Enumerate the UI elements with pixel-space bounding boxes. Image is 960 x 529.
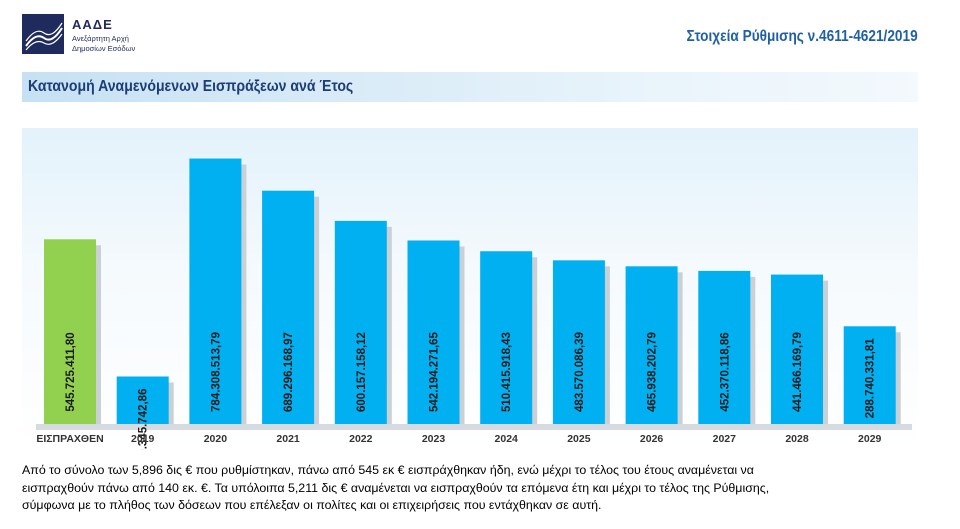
data-label-2021: 689.296.168,97 bbox=[283, 332, 295, 412]
bar-2022 bbox=[334, 220, 387, 424]
data-label-2027: 452.370.118,86 bbox=[719, 332, 731, 411]
x-tick-label-2029: 2029 bbox=[858, 433, 882, 445]
bar-2019 bbox=[116, 376, 169, 424]
page-title: Στοιχεία Ρύθμισης ν.4611-4621/2019 bbox=[686, 28, 918, 45]
logo-subtitle-line1: Ανεξάρτητη Αρχή bbox=[72, 34, 129, 43]
x-tick-label-2027: 2027 bbox=[713, 433, 737, 445]
x-tick-label-2023: 2023 bbox=[422, 433, 446, 445]
data-label-2025: 483.570.086,39 bbox=[574, 332, 586, 412]
data-label-ΕΙΣΠΡΑΧΘΕΝ: 545.725.411,80 bbox=[65, 332, 77, 411]
data-label-2019: 140.345.742,86 bbox=[138, 389, 150, 450]
bar-2021 bbox=[262, 190, 315, 424]
data-label-2029: 288.740.331,81 bbox=[865, 338, 877, 419]
bar-2025 bbox=[552, 260, 605, 424]
footer-text: Από το σύνολο των 5,896 δις € που ρυθμίσ… bbox=[22, 462, 922, 515]
data-label-2024: 510.415.918,43 bbox=[501, 332, 513, 412]
bar-ΕΙΣΠΡΑΧΘΕΝ bbox=[44, 239, 96, 424]
bar-2023 bbox=[407, 240, 460, 424]
logo-subtitle-line2: Δημοσίων Εσόδων bbox=[72, 44, 136, 53]
bar-2027 bbox=[698, 270, 751, 424]
x-tick-label-2019: 2019 bbox=[131, 433, 155, 445]
chart-title: Κατανομή Αναμενόμενων Εισπράξεων ανά Έτο… bbox=[28, 78, 354, 95]
bar-2024 bbox=[480, 251, 533, 424]
data-label-2026: 465.938.202,79 bbox=[647, 332, 659, 412]
aade-logo: ΑΑΔΕ Ανεξάρτητη Αρχή Δημοσίων Εσόδων bbox=[22, 14, 162, 56]
bar-2029 bbox=[843, 326, 896, 424]
x-tick-label-2022: 2022 bbox=[349, 433, 373, 445]
logo-name: ΑΑΔΕ bbox=[72, 17, 113, 32]
footer-line-3: σύμφωνα με το πλήθος των δόσεων που επέλ… bbox=[22, 498, 602, 512]
data-label-2022: 600.157.158,12 bbox=[356, 332, 368, 412]
x-tick-label-2021: 2021 bbox=[276, 433, 300, 445]
x-tick-label-2026: 2026 bbox=[640, 433, 664, 445]
aade-logo-icon bbox=[22, 14, 64, 54]
bar-2020 bbox=[189, 158, 242, 424]
chart-area: 545.725.411,80 ΕΙΣΠΡΑΧΘΕΝ 140.345.742,86 20… bbox=[22, 128, 918, 450]
data-label-2020: 784.308.513,79 bbox=[210, 332, 222, 412]
x-tick-label-2020: 2020 bbox=[204, 433, 228, 445]
x-tick-label-ΕΙΣΠΡΑΧΘΕΝ: ΕΙΣΠΡΑΧΘΕΝ bbox=[36, 433, 103, 445]
x-tick-label-2025: 2025 bbox=[567, 433, 591, 445]
data-label-2028: 441.466.169,79 bbox=[792, 332, 804, 412]
footer-line-2: εισπραχθούν πάνω από 140 εκ. €. Τα υπόλο… bbox=[22, 480, 770, 495]
x-tick-label-2024: 2024 bbox=[495, 433, 519, 445]
chart-floor bbox=[36, 424, 912, 430]
bar-2026 bbox=[625, 266, 678, 424]
bar-2028 bbox=[771, 274, 823, 424]
x-tick-label-2028: 2028 bbox=[785, 433, 809, 445]
footer-line-1: Από το σύνολο των 5,896 δις € που ρυθμίσ… bbox=[22, 463, 754, 477]
data-label-2023: 542.194.271,65 bbox=[429, 331, 441, 412]
section-header: Κατανομή Αναμενόμενων Εισπράξεων ανά Έτο… bbox=[22, 72, 918, 102]
